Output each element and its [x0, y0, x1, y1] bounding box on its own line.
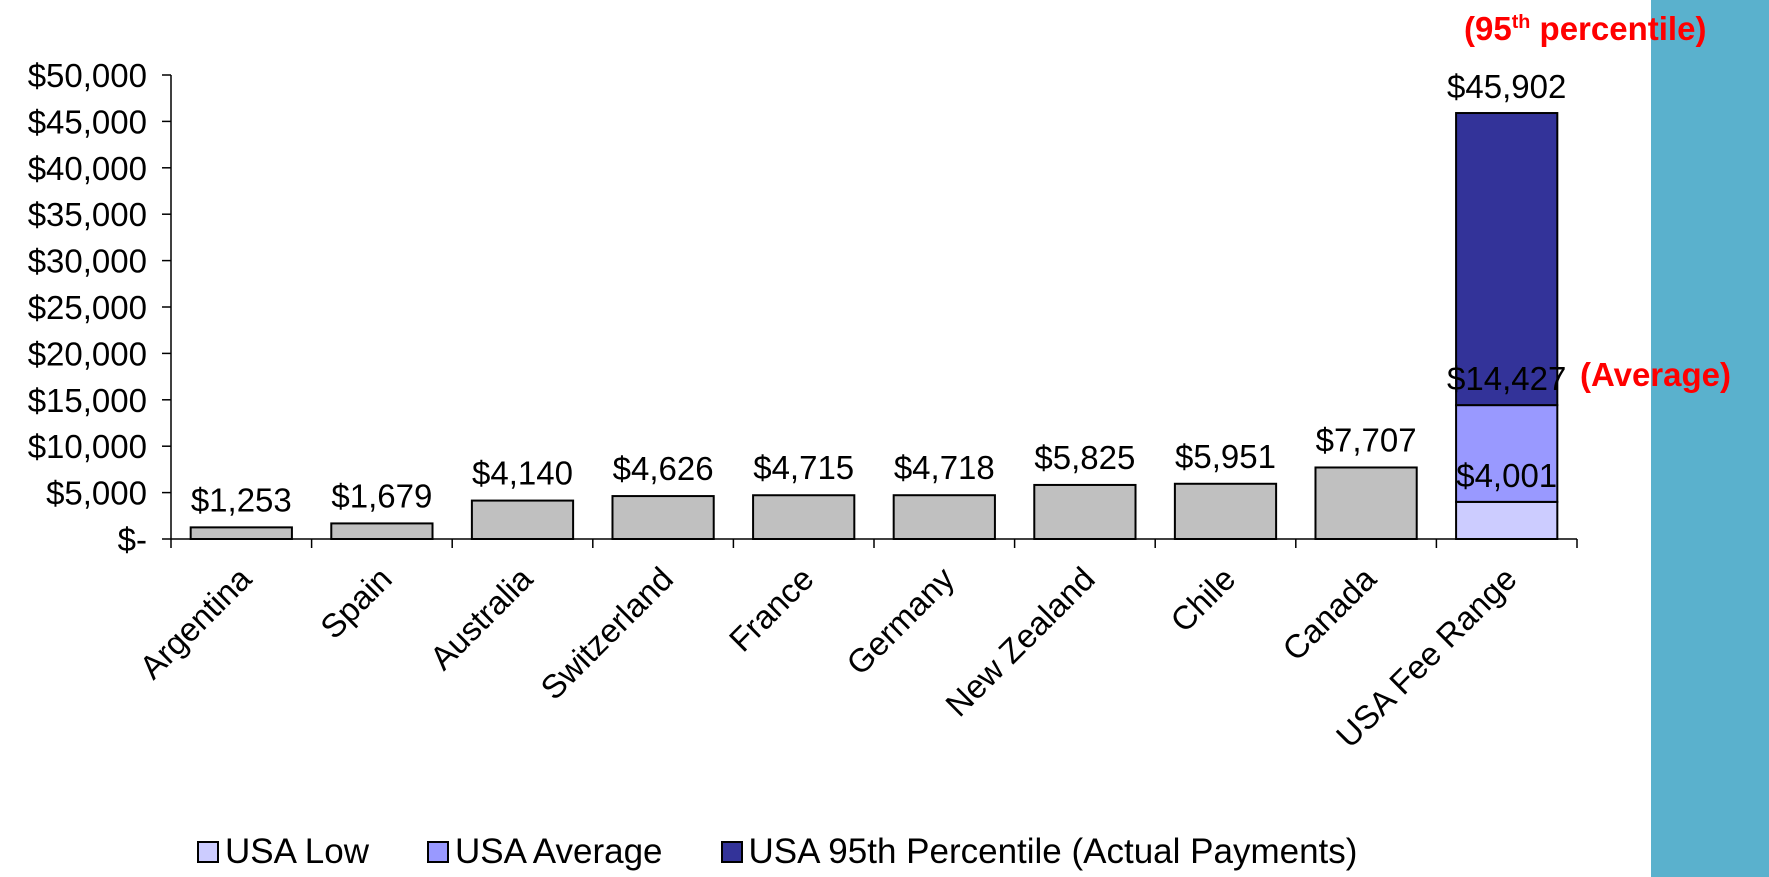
legend-item-usa-average: USA Average [426, 832, 663, 872]
bar-segment-usa-low [1455, 500, 1559, 541]
x-tick-label: Switzerland [533, 560, 680, 707]
bar-new-zealand [1033, 483, 1137, 540]
y-tick-label: $30,000 [28, 243, 147, 280]
y-tick-label: $- [118, 521, 147, 558]
legend-label-usa-95th: USA 95th Percentile (Actual Payments) [748, 832, 1358, 871]
y-tick-label: $40,000 [28, 150, 147, 187]
annotation-average: (Average) [1580, 356, 1731, 393]
legend-item-usa-low: USA Low [197, 832, 369, 872]
data-label: $4,715 [753, 449, 854, 486]
data-label: $1,679 [331, 477, 432, 514]
data-label: $7,707 [1316, 421, 1417, 458]
bar-segment-usa-average [1455, 404, 1559, 503]
bar-france [752, 494, 856, 541]
x-tick-label: Canada [1275, 559, 1383, 667]
legend-item-usa-95th: USA 95th Percentile (Actual Payments) [720, 832, 1358, 872]
y-tick-label: $15,000 [28, 382, 147, 419]
data-label: $1,253 [191, 481, 292, 518]
bar-argentina [189, 526, 293, 540]
bar-spain [330, 522, 434, 541]
y-tick-label: $25,000 [28, 289, 147, 326]
bar-segment-usa-95th-percentile-actual-payments- [1455, 112, 1559, 407]
legend-swatch-usa-low [197, 841, 219, 863]
data-label: $4,001 [1456, 457, 1557, 494]
y-tick-label: $35,000 [28, 196, 147, 233]
legend-swatch-usa-average [426, 841, 449, 863]
data-label: $4,140 [472, 455, 573, 492]
data-label: $4,718 [894, 449, 995, 486]
y-tick-label: $45,000 [28, 103, 147, 140]
x-tick-label: Australia [423, 559, 540, 676]
y-tick-label: $5,000 [46, 475, 147, 512]
data-label: $4,626 [613, 450, 714, 487]
y-tick-label: $10,000 [28, 428, 147, 465]
legend-swatch-usa-95th [720, 841, 743, 863]
annotation-95th-percentile: (95th percentile) [1464, 10, 1707, 47]
x-tick-label: Germany [839, 559, 961, 681]
data-label: $5,951 [1175, 438, 1276, 475]
x-tick-label: Spain [313, 560, 399, 646]
legend-label-usa-low: USA Low [225, 832, 369, 871]
legend-label-usa-average: USA Average [454, 832, 663, 871]
data-label: $14,427 [1447, 360, 1566, 397]
bar-australia [470, 499, 575, 541]
data-label: $45,902 [1447, 68, 1566, 105]
x-tick-label: Argentina [132, 559, 259, 686]
y-tick-label: $50,000 [28, 57, 147, 94]
legend: USA Low USA Average USA 95th Percentile … [197, 832, 1357, 872]
x-tick-label: France [722, 560, 821, 659]
bar-chile [1173, 482, 1278, 540]
bar-switzerland [611, 495, 715, 540]
y-tick-label: $20,000 [28, 335, 147, 372]
bar-germany [892, 494, 996, 540]
side-panel [1651, 0, 1769, 877]
bar-canada [1314, 466, 1418, 540]
x-tick-label: New Zealand [938, 560, 1102, 724]
data-label: $5,825 [1034, 439, 1135, 476]
x-tick-label: Chile [1163, 560, 1242, 639]
